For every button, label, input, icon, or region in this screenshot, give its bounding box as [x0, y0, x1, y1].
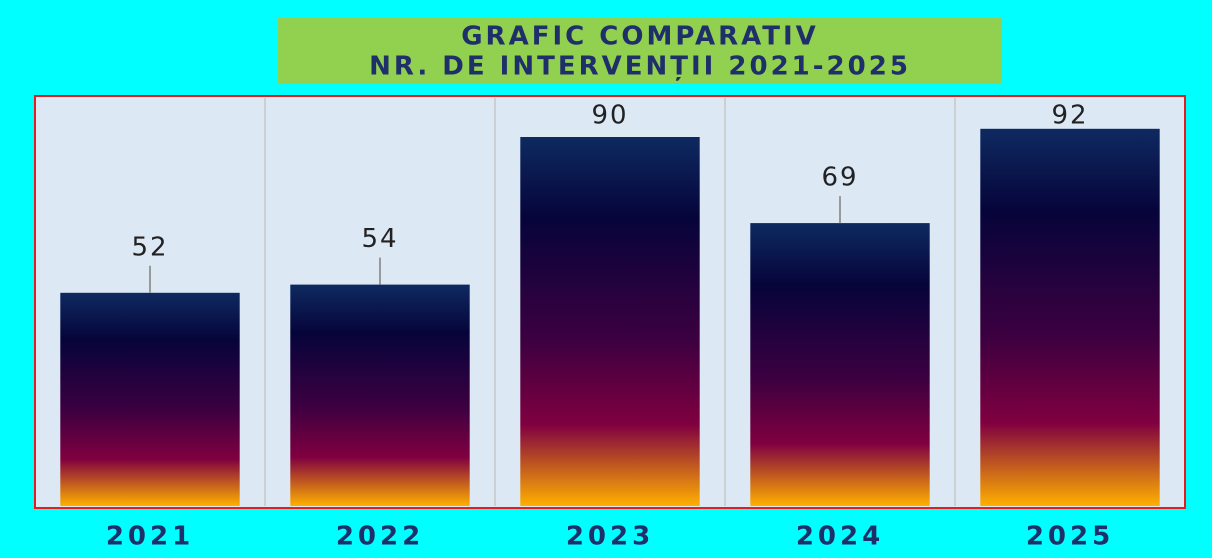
chart-title: GRAFIC COMPARATIV [461, 22, 819, 52]
chart-title: NR. DE INTERVENȚII 2021-2025 [369, 52, 911, 82]
data-label: 92 [1051, 101, 1088, 131]
x-tick-label: 2024 [796, 522, 884, 552]
x-tick-label: 2023 [566, 522, 654, 552]
bar [750, 223, 930, 506]
bar [980, 128, 1160, 507]
data-label: 69 [821, 163, 858, 193]
data-label: 52 [131, 232, 168, 262]
x-tick-label: 2021 [106, 522, 194, 552]
data-label: 54 [361, 224, 398, 254]
bar [290, 284, 470, 506]
title-box [278, 18, 1002, 84]
bar [60, 292, 240, 506]
x-tick-label: 2025 [1026, 522, 1114, 552]
data-label: 90 [591, 101, 628, 131]
bar [520, 137, 700, 506]
x-tick-label: 2022 [336, 522, 424, 552]
